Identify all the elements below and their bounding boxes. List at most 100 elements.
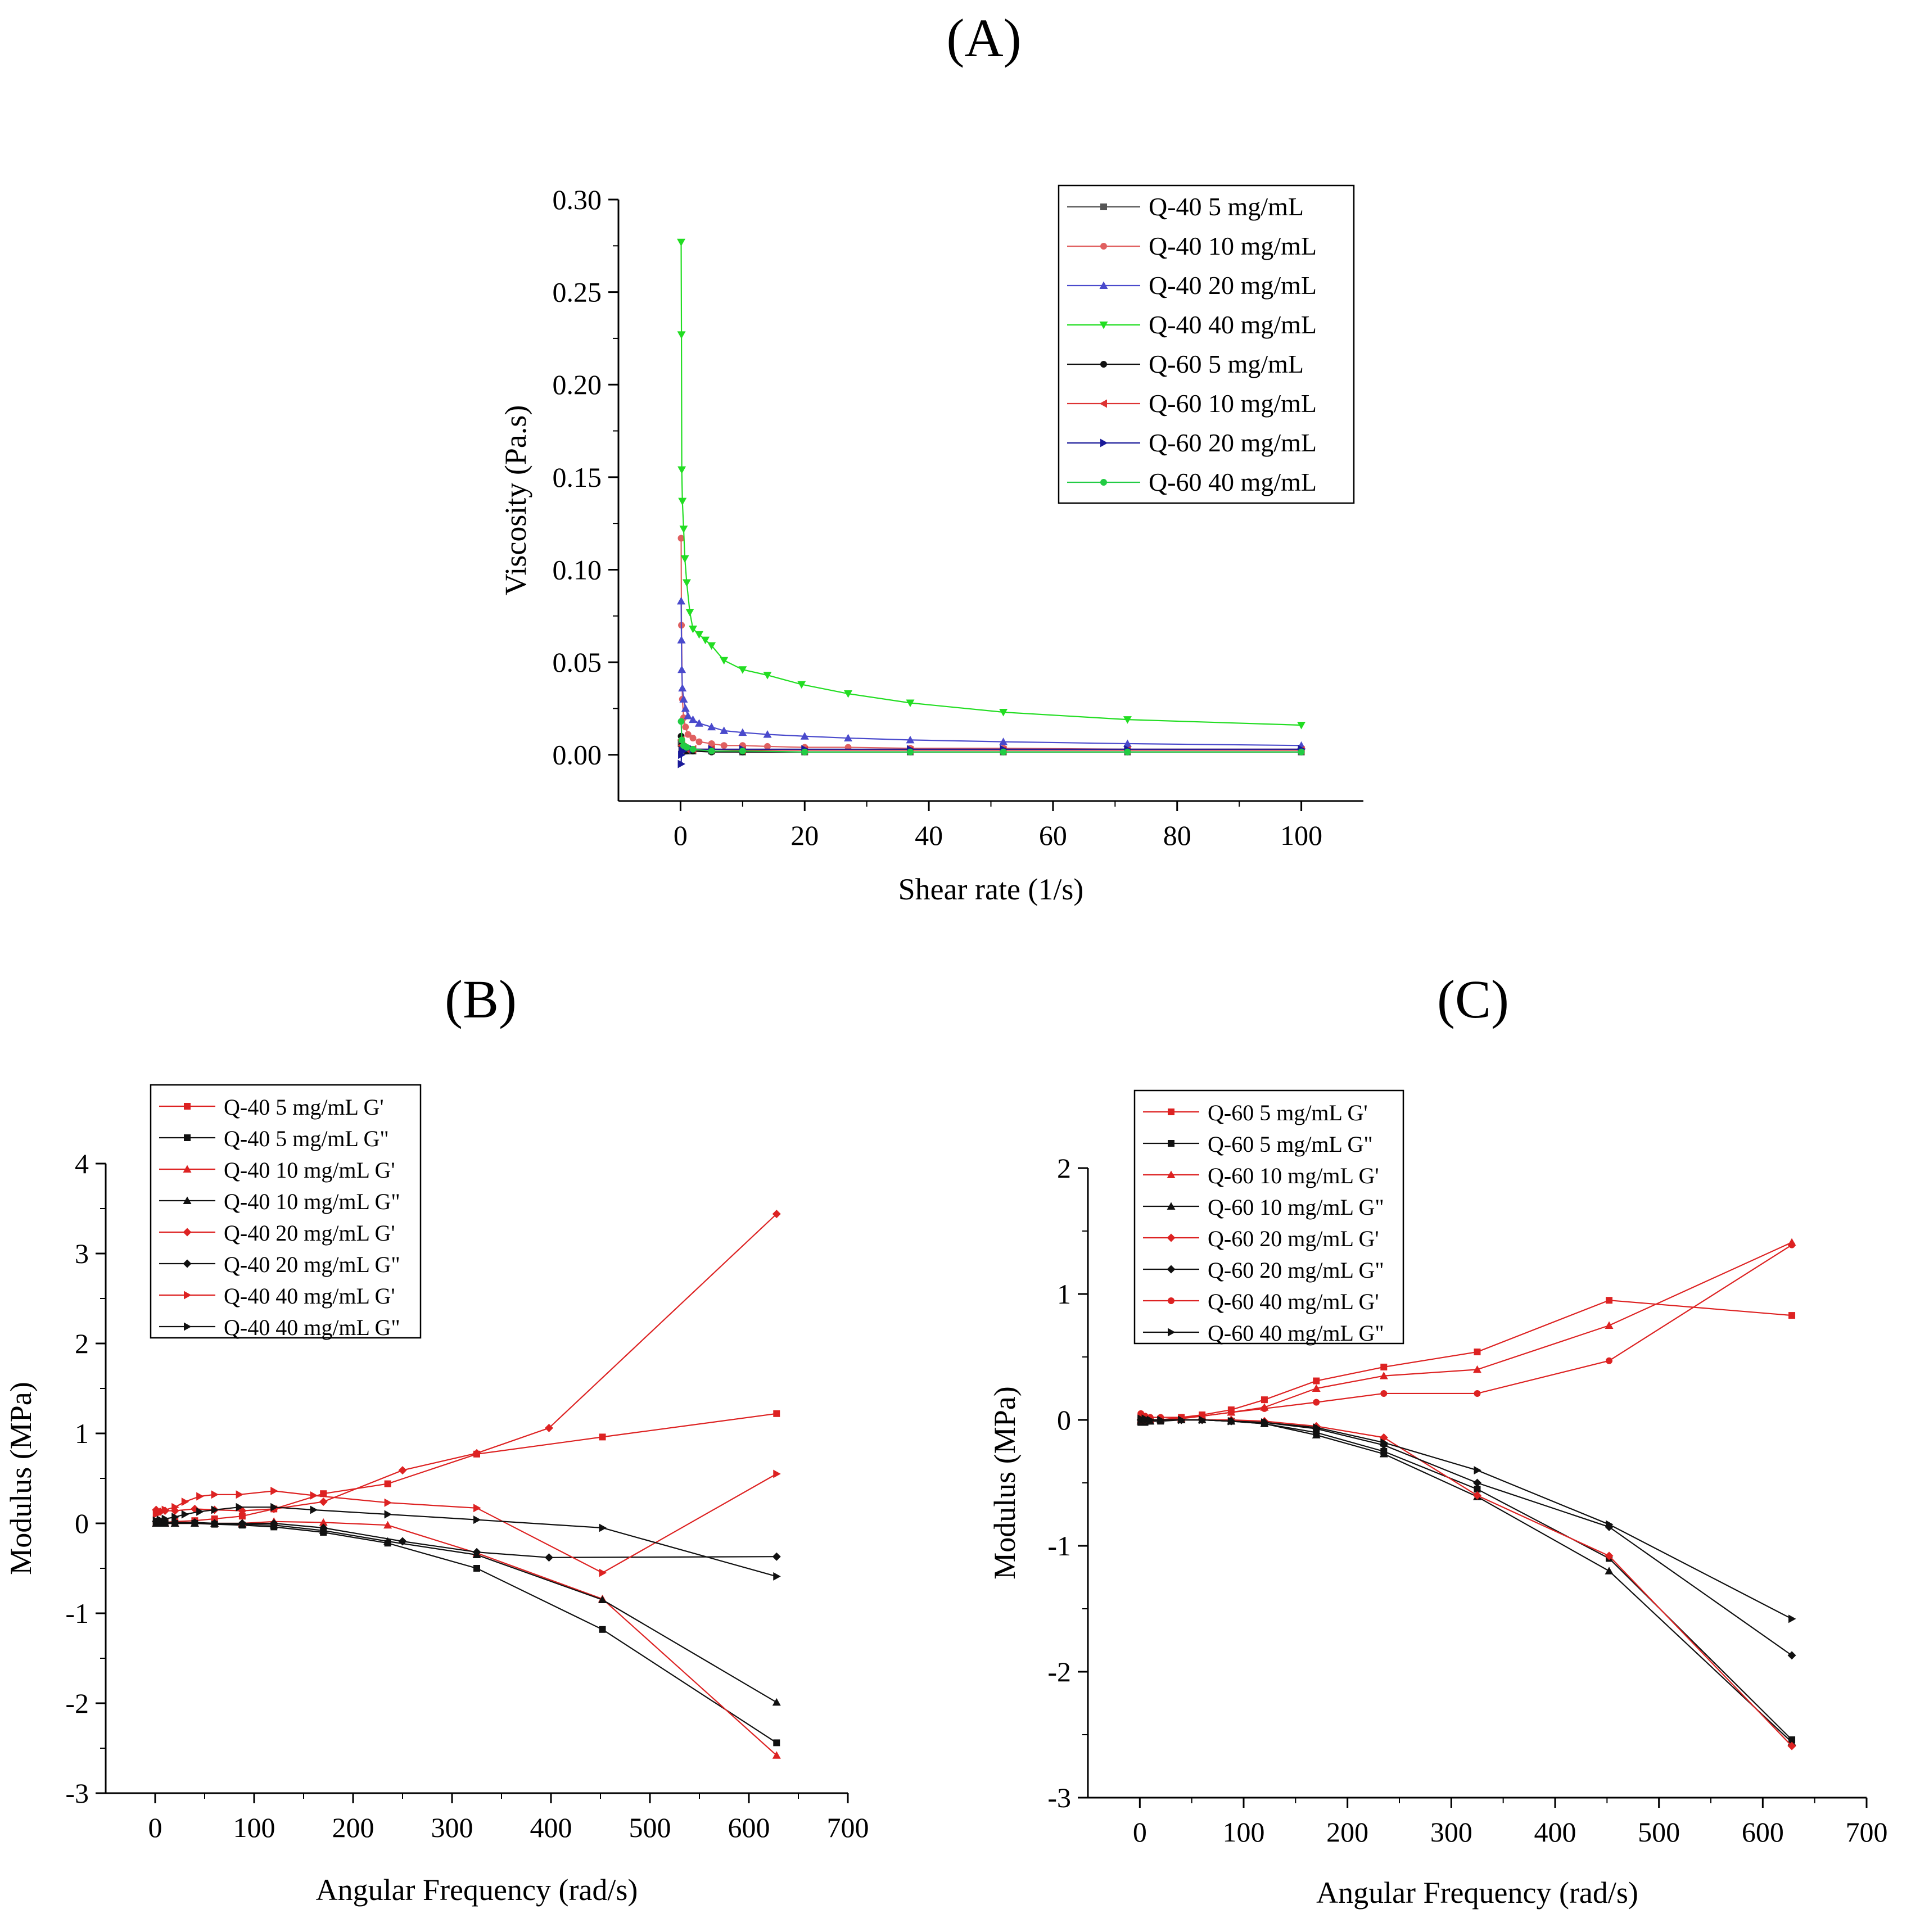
data-point bbox=[695, 719, 704, 727]
legend-label: Q-60 10 mg/mL G" bbox=[1208, 1195, 1384, 1220]
y-tick-label: 0.25 bbox=[553, 277, 602, 308]
data-point bbox=[473, 1515, 481, 1524]
data-point bbox=[772, 1751, 781, 1759]
data-point bbox=[1157, 1415, 1165, 1424]
y-tick-label: 0.00 bbox=[553, 739, 602, 771]
legend-label: Q-60 10 mg/mL bbox=[1149, 389, 1317, 418]
data-point bbox=[238, 1513, 246, 1520]
series-line bbox=[680, 601, 1302, 746]
x-tick-label: 400 bbox=[1534, 1816, 1576, 1848]
legend-entry: Q-60 20 mg/mL G" bbox=[1143, 1257, 1384, 1283]
legend-entry: Q-60 10 mg/mL G" bbox=[1143, 1195, 1384, 1220]
y-tick-label: -3 bbox=[65, 1777, 89, 1809]
data-point bbox=[677, 665, 686, 673]
data-point bbox=[677, 331, 686, 339]
series-q-40-5-mg-ml-g bbox=[152, 1520, 780, 1747]
data-point bbox=[269, 1519, 278, 1528]
data-point bbox=[384, 1510, 392, 1519]
data-point bbox=[677, 596, 686, 605]
data-point bbox=[599, 1568, 607, 1577]
series-line bbox=[680, 721, 1302, 753]
legend-marker bbox=[183, 1196, 192, 1204]
series-q-60-40-mg-ml bbox=[677, 718, 1305, 755]
legend-label: Q-40 10 mg/mL G' bbox=[224, 1157, 395, 1183]
x-axis-label: Angular Frequency (rad/s) bbox=[316, 1873, 638, 1907]
x-tick-label: 500 bbox=[1638, 1816, 1680, 1848]
legend-label: Q-60 20 mg/mL G' bbox=[1208, 1226, 1379, 1251]
legend-label: Q-60 5 mg/mL bbox=[1149, 350, 1304, 378]
data-point bbox=[1227, 1409, 1235, 1416]
data-point bbox=[156, 1515, 165, 1524]
data-point bbox=[1297, 722, 1306, 730]
legend-entry: Q-40 20 mg/mL bbox=[1067, 271, 1317, 300]
data-point bbox=[1473, 1491, 1481, 1500]
legend-label: Q-40 5 mg/mL G' bbox=[224, 1094, 384, 1120]
data-point bbox=[707, 722, 716, 731]
x-tick-label: 100 bbox=[1223, 1816, 1265, 1848]
legend-label: Q-60 10 mg/mL G' bbox=[1208, 1163, 1379, 1188]
legend-entry: Q-60 5 mg/mL bbox=[1067, 350, 1304, 378]
legend-label: Q-40 10 mg/mL G" bbox=[224, 1189, 400, 1214]
data-point bbox=[384, 1498, 392, 1507]
y-tick-label: 2 bbox=[75, 1328, 89, 1359]
legend-label: Q-40 40 mg/mL bbox=[1149, 310, 1317, 339]
data-point bbox=[270, 1486, 278, 1495]
data-point bbox=[210, 1519, 219, 1528]
legend-entry: Q-40 10 mg/mL bbox=[1067, 232, 1317, 260]
legend-marker bbox=[1100, 243, 1107, 250]
x-tick-label: 700 bbox=[1846, 1816, 1888, 1848]
y-tick-label: 0.15 bbox=[553, 461, 602, 493]
legend-marker bbox=[1100, 438, 1108, 447]
x-tick-label: 300 bbox=[1430, 1816, 1472, 1848]
data-point bbox=[773, 1572, 781, 1581]
y-axis-label: Modulus (MPa) bbox=[988, 1386, 1022, 1580]
data-point bbox=[684, 731, 692, 738]
data-point bbox=[1788, 1614, 1796, 1623]
legend-label: Q-60 40 mg/mL G' bbox=[1208, 1289, 1379, 1314]
data-point bbox=[1379, 1449, 1388, 1458]
data-point bbox=[544, 1553, 553, 1562]
data-point bbox=[211, 1490, 219, 1499]
y-axis-label: Modulus (MPa) bbox=[4, 1382, 38, 1575]
series-q-60-20-mg-ml-g bbox=[1136, 1415, 1796, 1660]
x-tick-label: 20 bbox=[790, 820, 819, 851]
panel-label: (B) bbox=[445, 969, 517, 1029]
x-tick-label: 200 bbox=[332, 1812, 374, 1843]
data-point bbox=[1787, 1651, 1796, 1660]
data-point bbox=[844, 734, 853, 742]
data-point bbox=[695, 738, 703, 745]
panel-b-q40-modulus-chart: (B) 0 100 200 300 400 500 600 700 -3 -2 -1 0 1 2 3 4 Angu… bbox=[4, 969, 869, 1907]
panel-c-q60-modulus-chart: (C) 0 100 200 300 400 500 600 700 -3 -2 -1 0 1 2 Angula… bbox=[988, 969, 1888, 1910]
data-point bbox=[677, 718, 685, 725]
series-q-40-10-mg-ml-g bbox=[152, 1519, 781, 1706]
data-point bbox=[1606, 1357, 1613, 1364]
data-point bbox=[211, 1505, 219, 1514]
data-point bbox=[689, 745, 697, 753]
x-tick-label: 700 bbox=[827, 1812, 869, 1843]
series-line bbox=[156, 1506, 777, 1577]
data-point bbox=[1123, 716, 1132, 724]
data-point bbox=[1123, 739, 1132, 747]
legend-marker bbox=[184, 1134, 191, 1141]
data-point bbox=[473, 1504, 481, 1513]
x-tick-label: 500 bbox=[629, 1812, 671, 1843]
data-point bbox=[678, 736, 685, 744]
legend-marker bbox=[1100, 203, 1107, 210]
data-point bbox=[196, 1492, 204, 1501]
legend-marker bbox=[183, 1165, 192, 1173]
data-point bbox=[472, 1449, 481, 1458]
data-point bbox=[472, 1548, 481, 1557]
data-point bbox=[797, 681, 806, 689]
data-point bbox=[999, 708, 1008, 717]
data-point bbox=[599, 1523, 607, 1532]
series-q-40-20-mg-ml bbox=[677, 596, 1306, 749]
data-point bbox=[598, 1595, 607, 1603]
series-q-60-5-mg-ml-g bbox=[1137, 1417, 1796, 1743]
data-point bbox=[1787, 1741, 1796, 1750]
data-point bbox=[689, 715, 697, 723]
data-point bbox=[773, 1739, 780, 1747]
data-point bbox=[1000, 748, 1007, 755]
legend-marker bbox=[1167, 1233, 1176, 1242]
legend-entry: Q-40 10 mg/mL G' bbox=[159, 1157, 395, 1183]
series-line bbox=[1141, 1418, 1792, 1619]
